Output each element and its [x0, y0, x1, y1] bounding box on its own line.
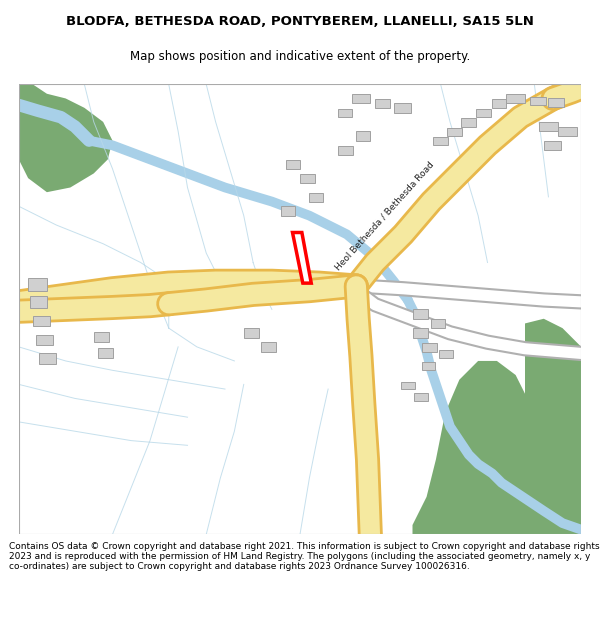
Polygon shape: [40, 354, 56, 364]
Polygon shape: [338, 146, 353, 154]
Polygon shape: [338, 109, 352, 118]
Polygon shape: [492, 99, 506, 107]
Polygon shape: [98, 348, 113, 358]
Polygon shape: [19, 84, 113, 192]
Polygon shape: [401, 381, 415, 389]
Polygon shape: [30, 296, 47, 308]
Text: Heol Bethesda / Bethesda Road: Heol Bethesda / Bethesda Road: [333, 159, 436, 272]
Polygon shape: [433, 137, 448, 145]
Polygon shape: [310, 193, 323, 201]
Polygon shape: [476, 109, 491, 118]
Polygon shape: [375, 99, 390, 107]
Polygon shape: [431, 319, 445, 328]
Polygon shape: [422, 362, 435, 370]
Polygon shape: [413, 328, 428, 338]
Polygon shape: [447, 127, 462, 136]
Polygon shape: [544, 141, 560, 150]
Polygon shape: [422, 319, 581, 534]
Text: Map shows position and indicative extent of the property.: Map shows position and indicative extent…: [130, 50, 470, 62]
Polygon shape: [539, 122, 558, 131]
Polygon shape: [413, 309, 428, 319]
Polygon shape: [530, 96, 545, 105]
Polygon shape: [558, 126, 577, 136]
Text: Contains OS data © Crown copyright and database right 2021. This information is : Contains OS data © Crown copyright and d…: [9, 542, 599, 571]
Polygon shape: [300, 174, 315, 182]
Polygon shape: [286, 160, 300, 169]
Polygon shape: [439, 350, 453, 358]
Polygon shape: [244, 328, 259, 338]
Text: BLODFA, BETHESDA ROAD, PONTYBEREM, LLANELLI, SA15 5LN: BLODFA, BETHESDA ROAD, PONTYBEREM, LLANE…: [66, 16, 534, 28]
Polygon shape: [33, 316, 50, 326]
Polygon shape: [260, 342, 275, 351]
Polygon shape: [461, 118, 476, 126]
Polygon shape: [281, 206, 295, 216]
Polygon shape: [415, 393, 428, 401]
Polygon shape: [94, 332, 109, 342]
Polygon shape: [506, 94, 525, 103]
Polygon shape: [431, 366, 581, 534]
Polygon shape: [35, 335, 53, 345]
Polygon shape: [422, 343, 437, 351]
Polygon shape: [356, 131, 370, 141]
Polygon shape: [352, 94, 370, 103]
Polygon shape: [28, 279, 47, 291]
Polygon shape: [293, 232, 311, 283]
Polygon shape: [413, 361, 530, 534]
Polygon shape: [394, 103, 410, 112]
Polygon shape: [548, 98, 565, 107]
